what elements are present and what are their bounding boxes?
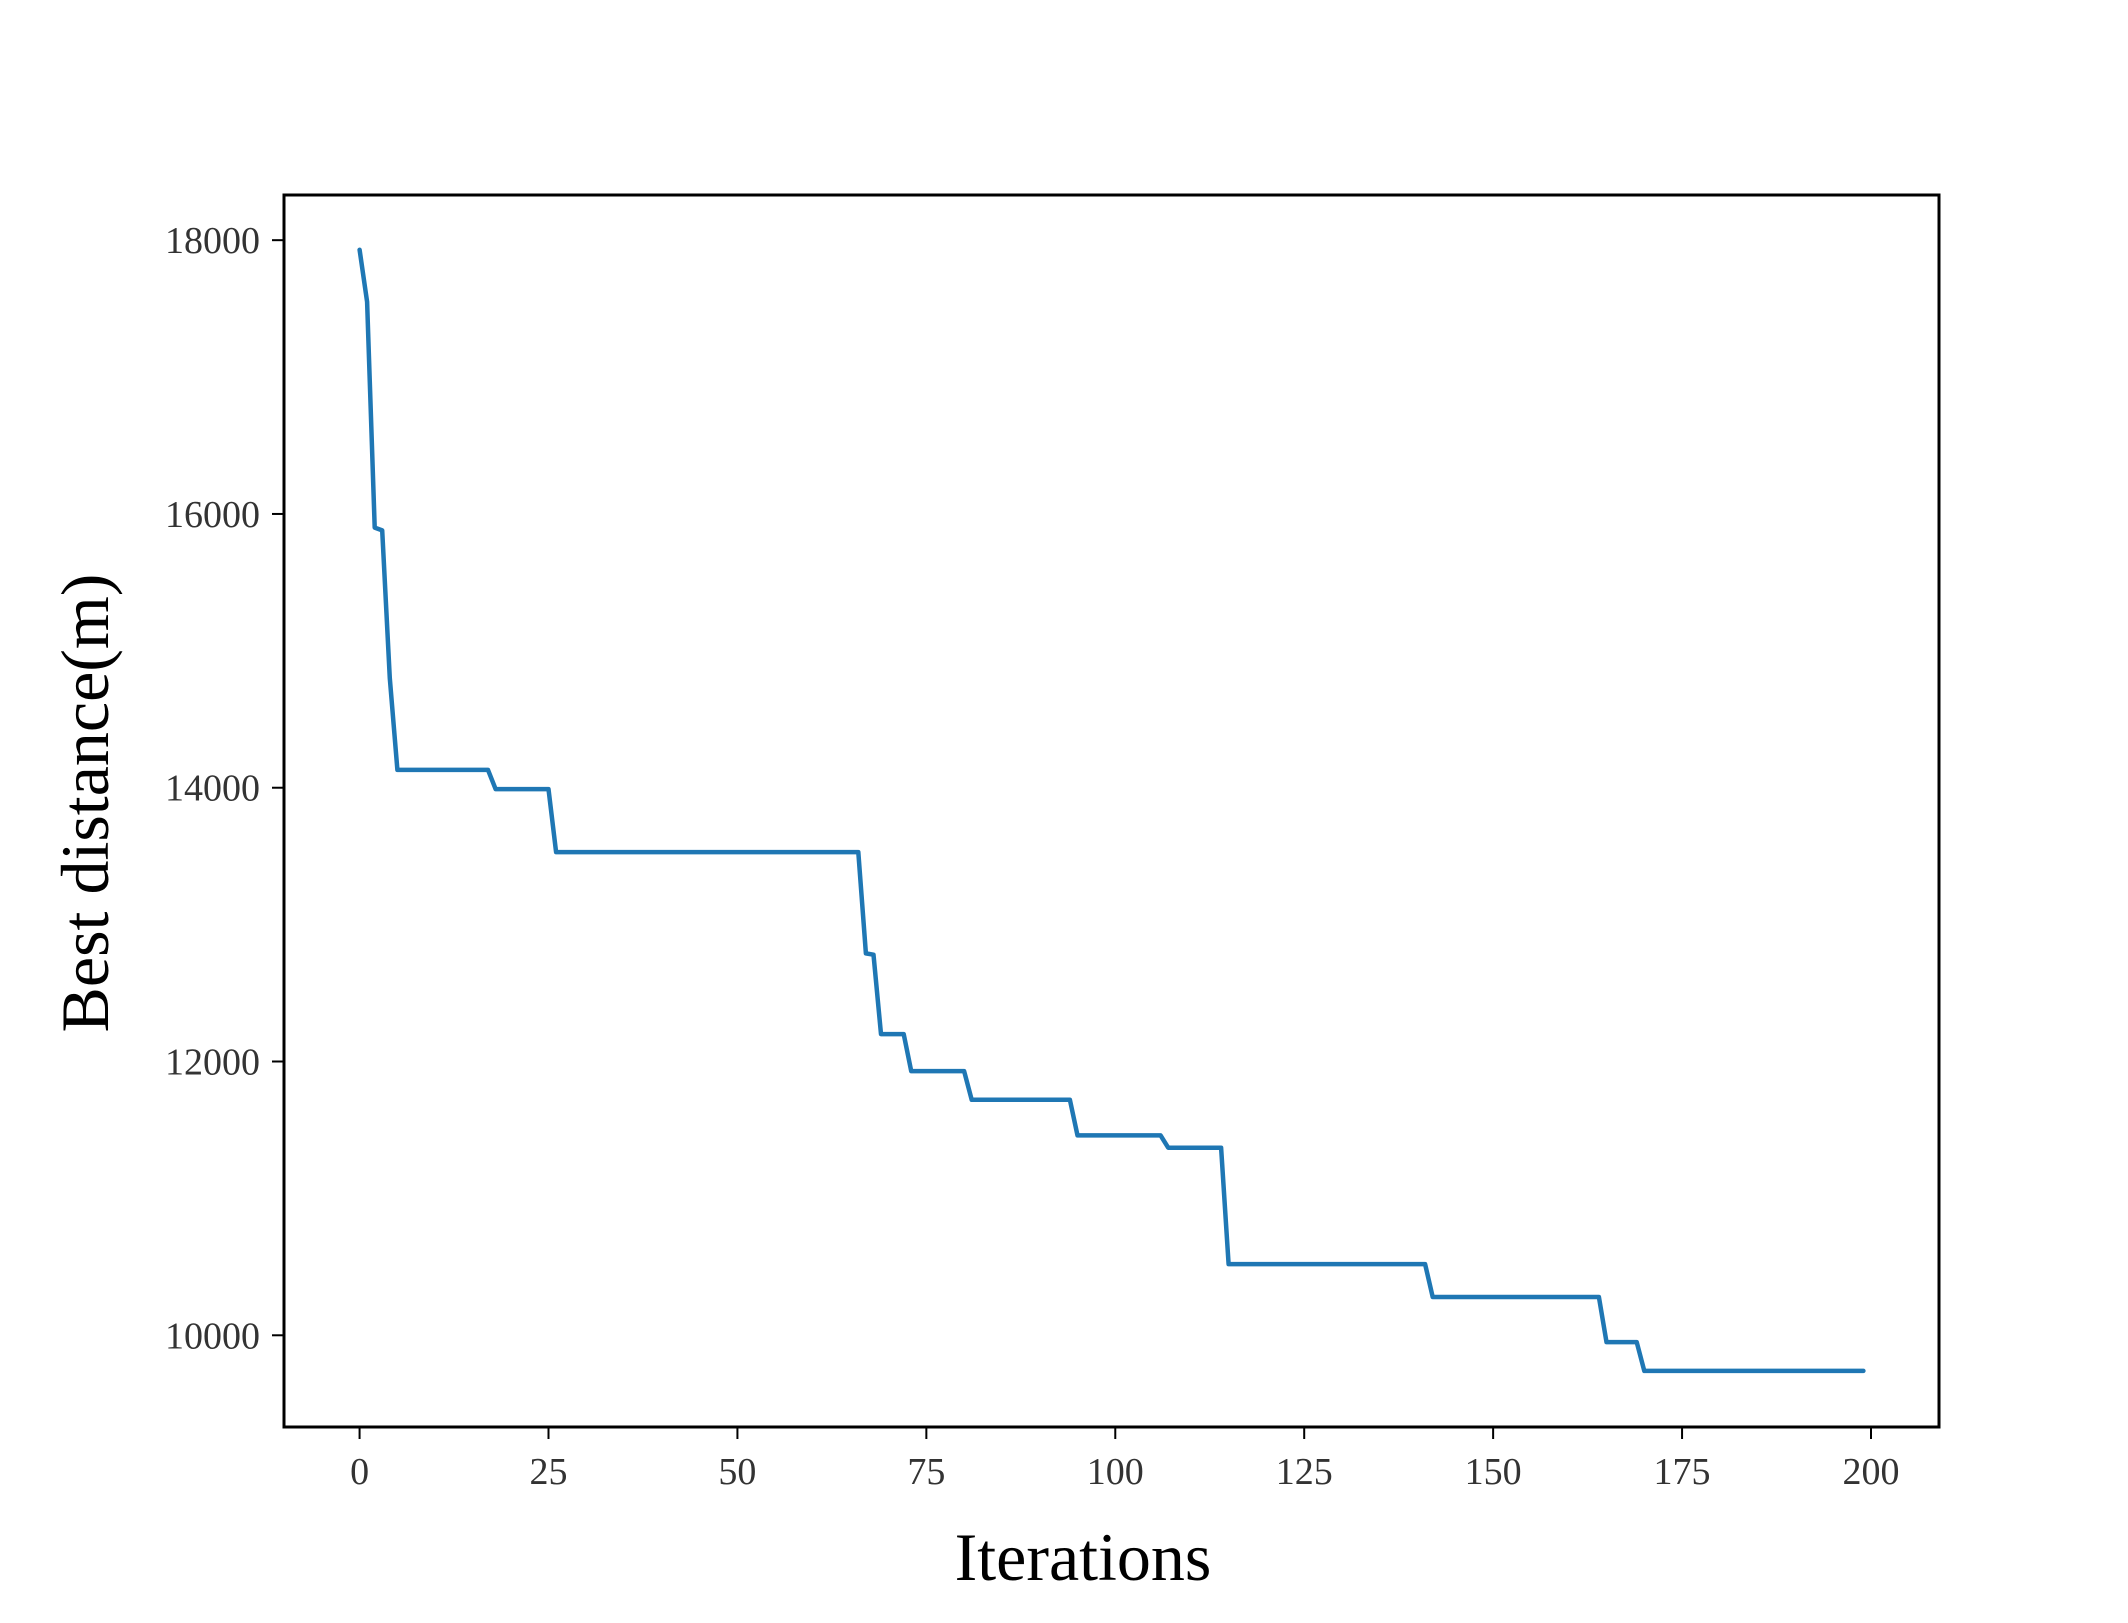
y-tick-label: 14000 — [165, 768, 260, 810]
plot-area — [282, 193, 1941, 1429]
series-line — [357, 247, 1866, 1374]
x-tick-label: 150 — [1465, 1451, 1522, 1493]
x-tick-label: 25 — [529, 1451, 567, 1493]
x-axis: 0 25 50 75 100 125 150 175 200 — [350, 1427, 1899, 1493]
y-axis: 10000 12000 14000 16000 18000 — [165, 220, 284, 1357]
y-tick-label: 10000 — [165, 1315, 260, 1357]
y-tick-label: 16000 — [165, 494, 260, 536]
x-axis-title: Iterations — [955, 1519, 1212, 1595]
y-tick-label: 12000 — [165, 1042, 260, 1084]
y-axis-title: Best distance(m) — [47, 574, 123, 1033]
x-tick-label: 200 — [1842, 1451, 1899, 1493]
x-tick-label: 75 — [907, 1451, 945, 1493]
x-tick-label: 125 — [1276, 1451, 1333, 1493]
x-tick-label: 100 — [1087, 1451, 1144, 1493]
x-tick-label: 175 — [1654, 1451, 1711, 1493]
x-tick-label: 0 — [350, 1451, 369, 1493]
y-tick-label: 18000 — [165, 220, 260, 262]
x-tick-label: 50 — [718, 1451, 756, 1493]
